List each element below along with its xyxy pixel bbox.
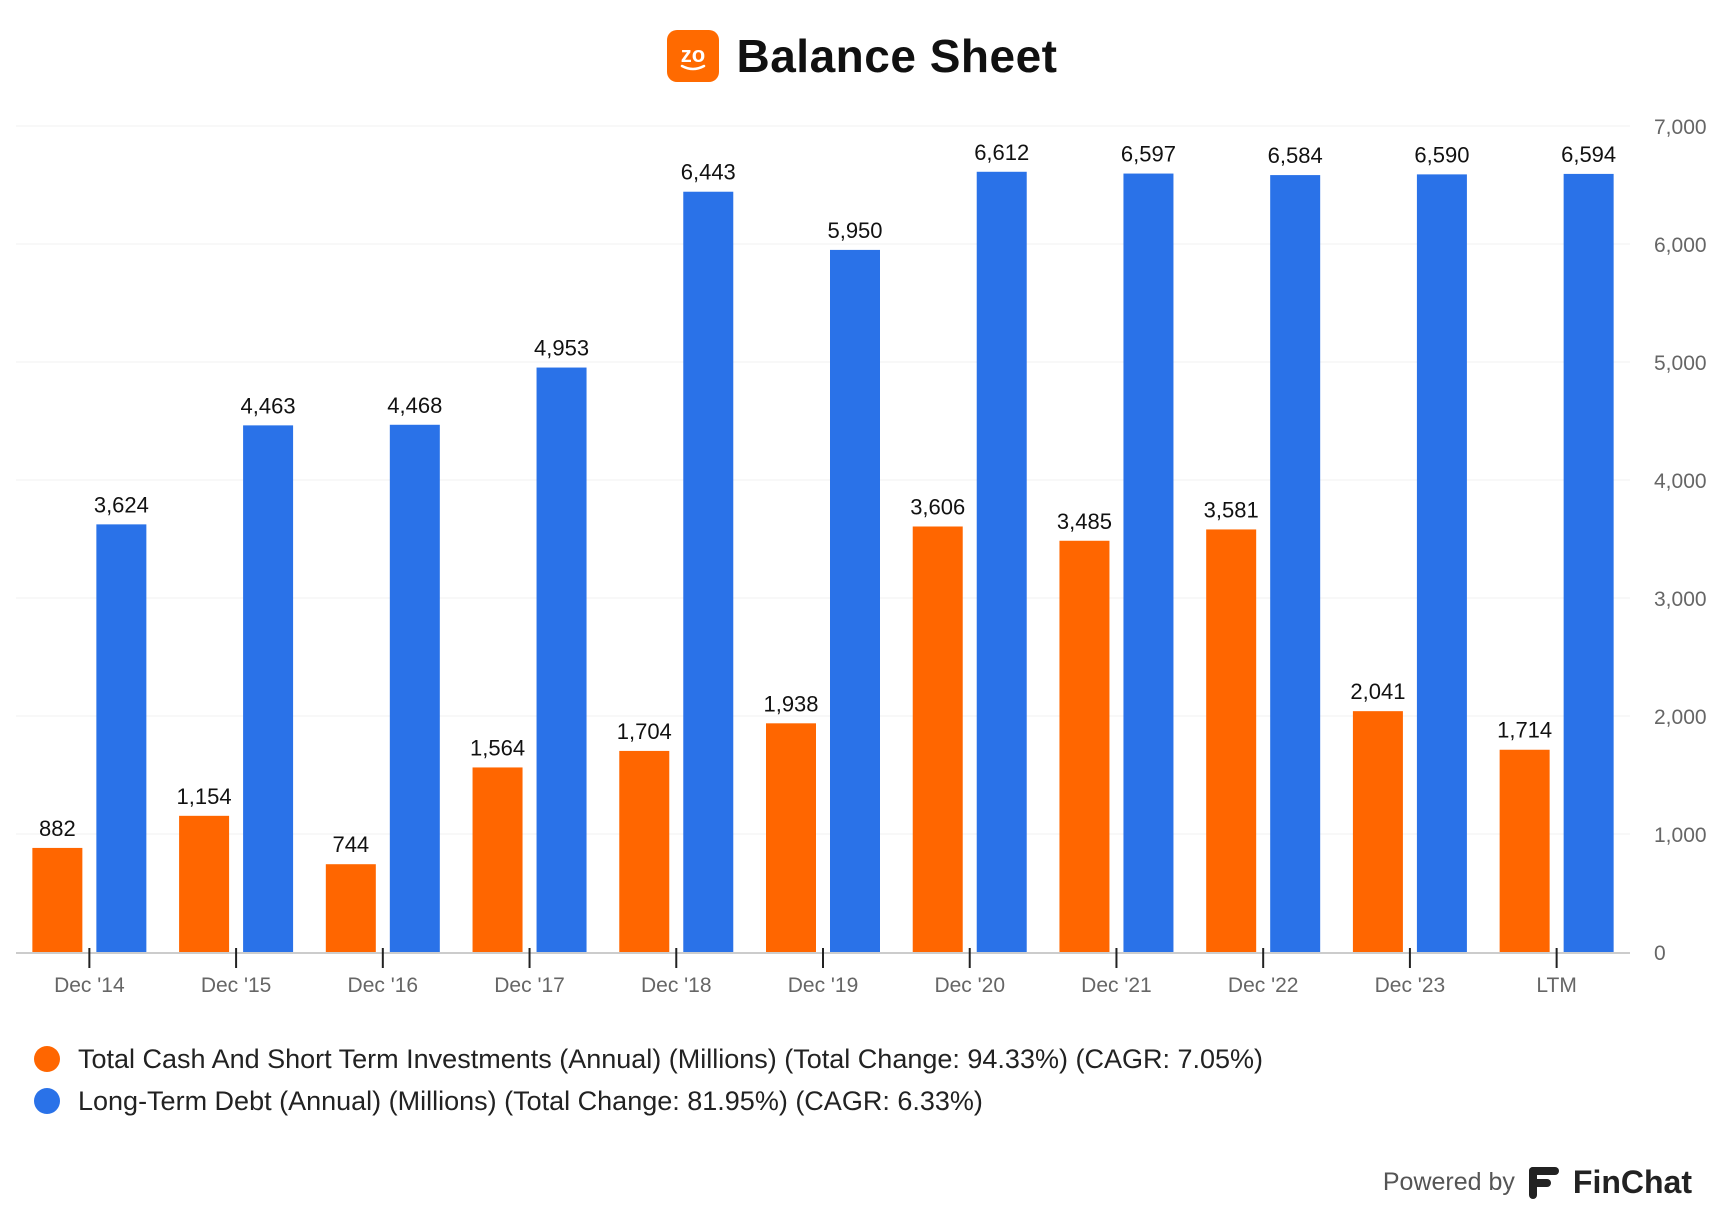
y-tick-label: 5,000 <box>1654 352 1707 375</box>
bar <box>536 367 587 952</box>
x-tick-label: Dec '18 <box>641 974 712 997</box>
bar <box>1416 174 1467 952</box>
data-label: 6,590 <box>1414 142 1469 167</box>
x-tick-label: Dec '22 <box>1228 974 1299 997</box>
x-tick-label: Dec '17 <box>494 974 565 997</box>
bar <box>96 524 147 952</box>
data-label: 6,612 <box>974 140 1029 165</box>
x-tick-label: Dec '20 <box>934 974 1005 997</box>
bar <box>1352 711 1403 952</box>
data-label: 1,938 <box>763 691 818 716</box>
bar <box>472 767 523 952</box>
y-tick-label: 4,000 <box>1654 470 1707 493</box>
y-tick-label: 3,000 <box>1654 588 1707 611</box>
x-tick-label: Dec '23 <box>1375 974 1446 997</box>
y-tick-label: 0 <box>1654 942 1666 965</box>
data-label: 882 <box>39 816 76 841</box>
legend-label: Long-Term Debt (Annual) (Millions) (Tota… <box>78 1085 983 1116</box>
data-label: 6,597 <box>1121 142 1176 167</box>
finchat-logo-icon <box>1528 1166 1559 1199</box>
data-label: 1,704 <box>617 719 672 744</box>
page-title: Balance Sheet <box>736 30 1058 82</box>
x-tick-label: Dec '16 <box>348 974 419 997</box>
x-tick-label: Dec '21 <box>1081 974 1152 997</box>
x-tick-label: LTM <box>1536 974 1576 997</box>
finchat-brand: FinChat <box>1572 1164 1692 1200</box>
chart-bars: 882 3,624 1,154 4,463 744 4,468 1,564 4,953 1,70… <box>32 140 1616 953</box>
bar <box>32 847 83 952</box>
data-label: 3,606 <box>910 494 965 519</box>
data-label: 3,581 <box>1204 497 1259 522</box>
bar <box>179 815 230 952</box>
data-label: 1,564 <box>470 735 525 760</box>
bar <box>389 424 440 952</box>
x-tick-label: Dec '19 <box>788 974 859 997</box>
bar <box>1563 173 1614 953</box>
x-tick-label: Dec '14 <box>54 974 125 997</box>
bar <box>619 750 670 952</box>
y-tick-label: 1,000 <box>1654 824 1707 847</box>
y-tick-label: 7,000 <box>1654 116 1707 139</box>
bar <box>1059 540 1110 952</box>
data-label: 5,950 <box>827 218 882 243</box>
bar <box>1123 173 1174 952</box>
bar-chart: 882 3,624 1,154 4,463 744 4,468 1,564 4,953 1,70… <box>16 116 1707 997</box>
bar <box>243 425 294 953</box>
legend-dot-icon <box>34 1046 60 1072</box>
data-label: 4,463 <box>241 393 296 418</box>
company-logo: zo <box>666 30 719 82</box>
legend-label: Total Cash And Short Term Investments (A… <box>78 1043 1264 1074</box>
chart-legend: Total Cash And Short Term Investments (A… <box>34 1038 1263 1122</box>
bar <box>1270 175 1321 952</box>
data-label: 4,468 <box>387 393 442 418</box>
y-tick-label: 6,000 <box>1654 234 1707 257</box>
data-label: 1,154 <box>177 784 232 809</box>
bar <box>912 526 963 952</box>
legend-item-cash: Total Cash And Short Term Investments (A… <box>34 1038 1263 1080</box>
data-label: 2,041 <box>1350 679 1405 704</box>
data-label: 744 <box>332 832 369 857</box>
data-label: 1,714 <box>1497 718 1552 743</box>
x-tick-label: Dec '15 <box>201 974 272 997</box>
chart-axes: 0 1,000 2,000 3,000 4,000 5,000 6,000 7,000 Dec … <box>16 116 1707 997</box>
data-label: 3,624 <box>94 492 149 517</box>
bar <box>830 249 880 952</box>
svg-text:zo: zo <box>680 42 704 67</box>
bar <box>325 864 376 952</box>
zo-logo-icon: zo <box>680 42 705 71</box>
legend-item-debt: Long-Term Debt (Annual) (Millions) (Tota… <box>34 1080 1263 1122</box>
powered-by-text: Powered by <box>1382 1168 1515 1196</box>
bar <box>683 191 734 952</box>
powered-by: Powered by FinChat <box>1383 1164 1692 1201</box>
data-label: 6,594 <box>1561 142 1616 167</box>
bar <box>1499 749 1550 952</box>
data-label: 4,953 <box>534 336 589 361</box>
legend-dot-icon <box>34 1088 60 1114</box>
bar <box>976 171 1027 952</box>
data-label: 6,584 <box>1268 143 1323 168</box>
bar <box>766 723 816 952</box>
y-tick-label: 2,000 <box>1654 706 1707 729</box>
chart-header: zo Balance Sheet <box>0 28 1724 84</box>
data-label: 6,443 <box>681 160 736 185</box>
bar <box>1206 529 1257 952</box>
data-label: 3,485 <box>1057 509 1112 534</box>
